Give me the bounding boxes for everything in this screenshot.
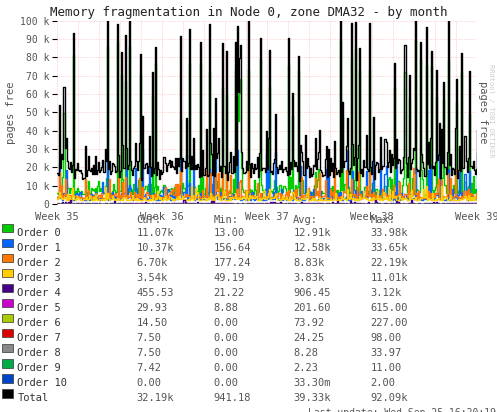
Text: 0.00: 0.00 (214, 349, 239, 358)
Text: 92.09k: 92.09k (370, 393, 408, 403)
Text: 0.00: 0.00 (214, 318, 239, 328)
Text: 11.07k: 11.07k (137, 228, 174, 238)
Text: 33.98k: 33.98k (370, 228, 408, 238)
Text: 7.50: 7.50 (137, 349, 162, 358)
Text: 7.50: 7.50 (137, 333, 162, 343)
Text: 11.00: 11.00 (370, 363, 402, 373)
Text: 12.91k: 12.91k (293, 228, 331, 238)
Text: 8.83k: 8.83k (293, 258, 325, 268)
Text: RRdtool / TOBI OETIKER: RRdtool / TOBI OETIKER (488, 65, 494, 158)
Text: Order 4: Order 4 (17, 288, 61, 298)
Y-axis label: pages free: pages free (6, 81, 16, 143)
Y-axis label: pages free: pages free (478, 81, 488, 143)
Text: 13.00: 13.00 (214, 228, 245, 238)
Text: Min:: Min: (214, 215, 239, 225)
Text: Cur:: Cur: (137, 215, 162, 225)
Text: 8.88: 8.88 (214, 303, 239, 313)
Text: 33.30m: 33.30m (293, 378, 331, 389)
Text: Last update: Wed Sep 25 16:20:19 2024: Last update: Wed Sep 25 16:20:19 2024 (308, 409, 497, 412)
Text: 156.64: 156.64 (214, 243, 251, 253)
Text: 73.92: 73.92 (293, 318, 325, 328)
Text: Avg:: Avg: (293, 215, 318, 225)
Text: 39.33k: 39.33k (293, 393, 331, 403)
Text: 3.83k: 3.83k (293, 273, 325, 283)
Text: Order 1: Order 1 (17, 243, 61, 253)
Text: 2.00: 2.00 (370, 378, 395, 389)
Text: Order 6: Order 6 (17, 318, 61, 328)
Text: Order 10: Order 10 (17, 378, 68, 389)
Text: Order 0: Order 0 (17, 228, 61, 238)
Text: 455.53: 455.53 (137, 288, 174, 298)
Text: 32.19k: 32.19k (137, 393, 174, 403)
Text: 29.93: 29.93 (137, 303, 168, 313)
Text: 0.00: 0.00 (214, 363, 239, 373)
Text: 10.37k: 10.37k (137, 243, 174, 253)
Text: 21.22: 21.22 (214, 288, 245, 298)
Text: 33.97: 33.97 (370, 349, 402, 358)
Text: 98.00: 98.00 (370, 333, 402, 343)
Text: 0.00: 0.00 (214, 378, 239, 389)
Text: 227.00: 227.00 (370, 318, 408, 328)
Text: 6.70k: 6.70k (137, 258, 168, 268)
Text: Memory fragmentation in Node 0, zone DMA32 - by month: Memory fragmentation in Node 0, zone DMA… (50, 6, 447, 19)
Text: 8.28: 8.28 (293, 349, 318, 358)
Text: 22.19k: 22.19k (370, 258, 408, 268)
Text: 201.60: 201.60 (293, 303, 331, 313)
Text: Order 5: Order 5 (17, 303, 61, 313)
Text: Order 8: Order 8 (17, 349, 61, 358)
Text: 49.19: 49.19 (214, 273, 245, 283)
Text: 3.54k: 3.54k (137, 273, 168, 283)
Text: 0.00: 0.00 (214, 333, 239, 343)
Text: 615.00: 615.00 (370, 303, 408, 313)
Text: 906.45: 906.45 (293, 288, 331, 298)
Text: 33.65k: 33.65k (370, 243, 408, 253)
Text: Order 3: Order 3 (17, 273, 61, 283)
Text: 7.42: 7.42 (137, 363, 162, 373)
Text: Order 2: Order 2 (17, 258, 61, 268)
Text: Order 7: Order 7 (17, 333, 61, 343)
Text: 14.50: 14.50 (137, 318, 168, 328)
Text: Max:: Max: (370, 215, 395, 225)
Text: 11.01k: 11.01k (370, 273, 408, 283)
Text: 0.00: 0.00 (137, 378, 162, 389)
Text: 24.25: 24.25 (293, 333, 325, 343)
Text: 3.12k: 3.12k (370, 288, 402, 298)
Text: 941.18: 941.18 (214, 393, 251, 403)
Text: 2.23: 2.23 (293, 363, 318, 373)
Text: Order 9: Order 9 (17, 363, 61, 373)
Text: Total: Total (17, 393, 49, 403)
Text: 177.24: 177.24 (214, 258, 251, 268)
Text: 12.58k: 12.58k (293, 243, 331, 253)
